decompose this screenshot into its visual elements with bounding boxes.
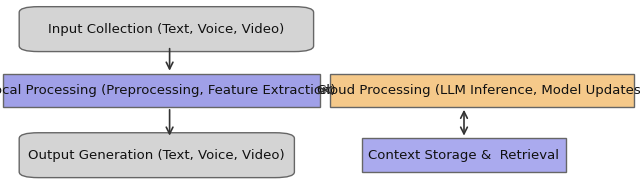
FancyBboxPatch shape bbox=[3, 74, 320, 107]
FancyBboxPatch shape bbox=[19, 133, 294, 178]
FancyBboxPatch shape bbox=[19, 7, 314, 52]
Text: Context Storage &  Retrieval: Context Storage & Retrieval bbox=[369, 149, 559, 162]
FancyBboxPatch shape bbox=[330, 74, 634, 107]
Text: Local Processing (Preprocessing, Feature Extraction): Local Processing (Preprocessing, Feature… bbox=[0, 84, 336, 97]
Text: Input Collection (Text, Voice, Video): Input Collection (Text, Voice, Video) bbox=[48, 23, 285, 36]
Text: Output Generation (Text, Voice, Video): Output Generation (Text, Voice, Video) bbox=[29, 149, 285, 162]
Text: Cloud Processing (LLM Inference, Model Updates): Cloud Processing (LLM Inference, Model U… bbox=[317, 84, 640, 97]
FancyBboxPatch shape bbox=[362, 138, 566, 172]
